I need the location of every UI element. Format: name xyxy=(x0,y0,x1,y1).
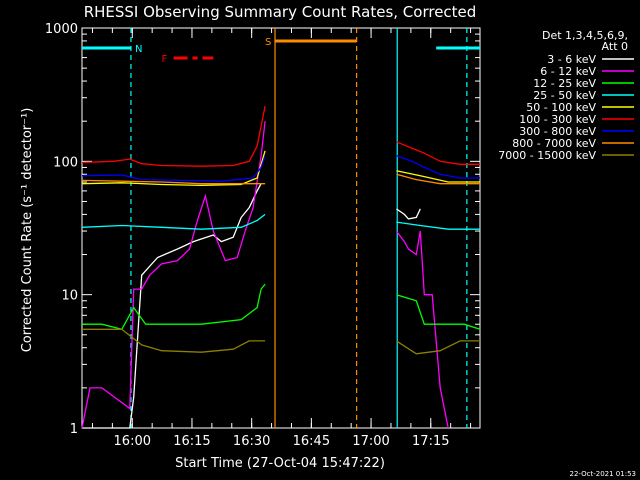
series-line xyxy=(82,283,266,331)
legend-entry-label: 7000 - 15000 keV xyxy=(498,149,596,162)
series-line xyxy=(396,141,480,165)
legend-entry-label: 6 - 12 keV xyxy=(540,65,596,78)
plot-frame xyxy=(81,27,481,429)
flag-bars: N F S xyxy=(82,37,480,65)
legend-entry-label: 800 - 7000 keV xyxy=(512,137,596,150)
series-line xyxy=(81,179,266,185)
footer-timestamp: 22-Oct-2021 01:53 xyxy=(570,470,636,478)
series-line xyxy=(81,150,266,187)
x-tick-label: 16:45 xyxy=(293,434,330,449)
series-line xyxy=(395,230,449,429)
y-axis-label: Corrected Count Rate (s⁻¹ detector⁻¹) xyxy=(20,108,35,353)
axes: 1 10 100 1000 16:00 16:15 16:30 16:45 17:00 17:15 xyxy=(45,22,481,449)
series-line xyxy=(396,294,481,330)
series-line xyxy=(396,208,421,220)
series-line xyxy=(81,105,266,167)
series-line xyxy=(396,173,480,185)
series-line xyxy=(396,221,480,230)
x-axis-label: Start Time (27-Oct-04 15:47:22) xyxy=(175,456,385,471)
x-tick-label: 16:00 xyxy=(114,434,151,449)
legend-entry-label: 50 - 100 keV xyxy=(526,101,596,114)
legend-header: Att 0 xyxy=(602,40,628,53)
series-line xyxy=(82,328,266,353)
legend-entry-label: 12 - 25 keV xyxy=(533,77,596,90)
x-tick-label: 16:15 xyxy=(173,434,210,449)
legend-entry-label: 100 - 300 keV xyxy=(519,113,596,126)
series-line xyxy=(396,155,480,179)
y-tick-label: 10 xyxy=(61,289,78,304)
legend-entry-label: 25 - 50 keV xyxy=(533,89,596,102)
x-tick-label: 17:00 xyxy=(352,434,389,449)
flag-label: N xyxy=(135,44,142,55)
flag-label: S xyxy=(265,37,271,48)
series-line xyxy=(81,121,266,429)
y-tick-label: 100 xyxy=(53,155,78,170)
series-line xyxy=(396,170,480,183)
legend-entry-label: 300 - 800 keV xyxy=(519,125,596,138)
chart-title: RHESSI Observing Summary Count Rates, Co… xyxy=(84,3,477,21)
legend-entry-label: 3 - 6 keV xyxy=(547,53,596,66)
series-line xyxy=(396,340,480,355)
series-line xyxy=(81,213,266,230)
flag-label: F xyxy=(162,54,168,65)
series-line xyxy=(81,155,266,182)
x-tick-label: 16:30 xyxy=(233,434,270,449)
y-tick-label: 1000 xyxy=(45,22,78,37)
series-lines xyxy=(81,105,481,429)
series-line xyxy=(82,183,262,429)
legend-header: Det 1,3,4,5,6,9, xyxy=(542,29,628,42)
y-tick-label: 1 xyxy=(70,422,78,437)
x-tick-label: 17:15 xyxy=(412,434,449,449)
